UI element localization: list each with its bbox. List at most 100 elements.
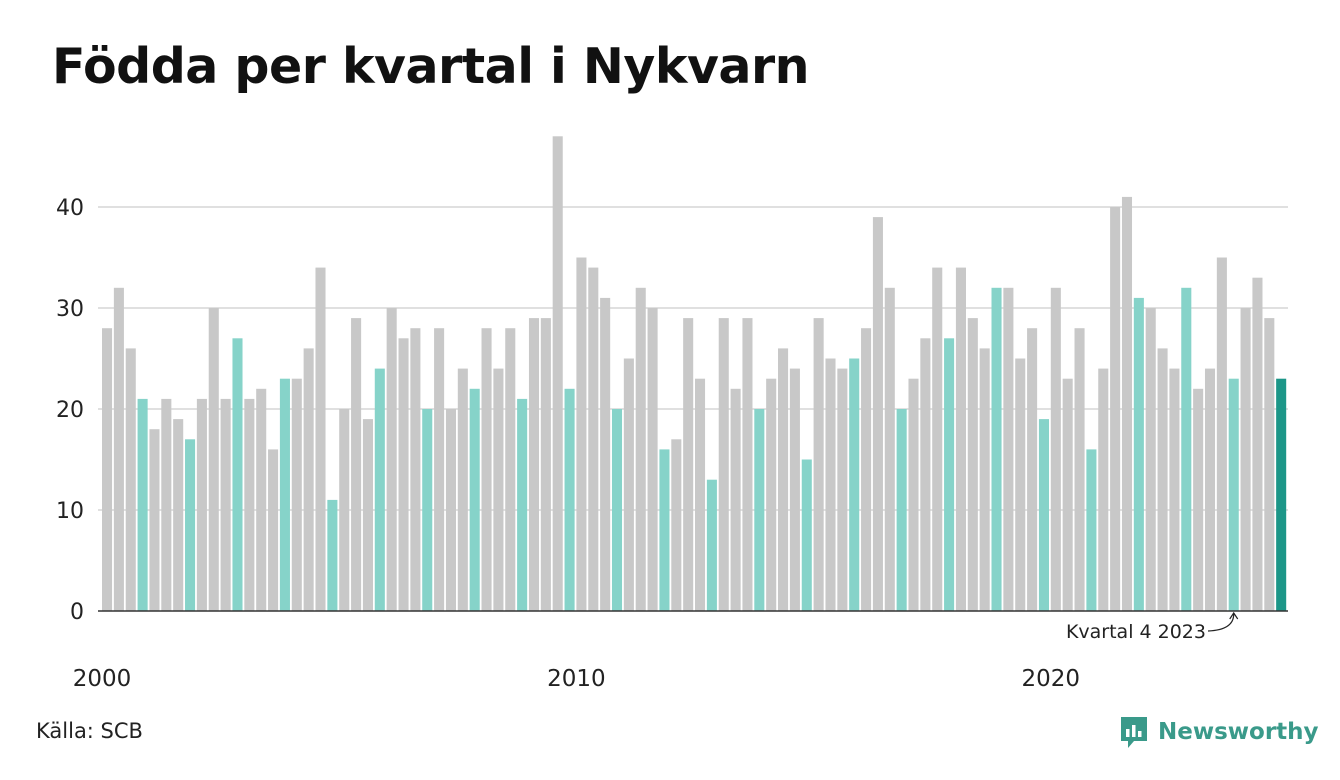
bar — [766, 378, 777, 611]
bar — [1110, 207, 1121, 611]
bar — [813, 318, 824, 611]
bar — [849, 358, 860, 611]
bar — [1015, 358, 1026, 611]
bar — [339, 409, 350, 611]
bar — [1264, 318, 1275, 611]
bar — [493, 368, 504, 611]
bar — [125, 348, 136, 611]
bar — [778, 348, 789, 611]
bar — [552, 136, 563, 612]
bar — [706, 479, 717, 611]
bar — [1193, 388, 1204, 611]
annotation-label: Kvartal 4 2023 — [1066, 621, 1206, 643]
bar — [481, 328, 492, 611]
bar — [611, 409, 623, 611]
brand-name: Newsworthy — [1158, 719, 1319, 745]
y-tick-label: 10 — [56, 499, 84, 524]
bar — [528, 318, 540, 611]
bar — [695, 378, 706, 611]
newsworthy-logo: Newsworthy — [1118, 714, 1319, 750]
bar — [837, 368, 848, 611]
bar — [137, 398, 148, 611]
bar — [564, 388, 575, 611]
bar — [955, 267, 966, 611]
bar — [1228, 378, 1239, 611]
bar — [1074, 328, 1085, 611]
bar — [872, 217, 883, 611]
bar — [884, 287, 895, 611]
bar — [1169, 368, 1180, 611]
bar — [351, 318, 362, 611]
y-axis-ticks: 0 10 20 30 40 — [56, 196, 84, 625]
bar — [505, 328, 516, 611]
bar — [196, 398, 207, 611]
bar — [374, 368, 385, 611]
bar — [1240, 308, 1251, 611]
bar — [991, 287, 1002, 611]
bar — [718, 318, 729, 611]
x-tick-label: 2010 — [547, 666, 606, 692]
bar — [1252, 277, 1263, 611]
bar — [635, 287, 646, 611]
bar — [979, 348, 990, 611]
bar — [967, 318, 978, 611]
bar — [362, 419, 373, 611]
bar — [291, 378, 302, 611]
bar — [742, 318, 753, 611]
bar — [256, 388, 267, 611]
bar — [908, 378, 919, 611]
bar — [173, 419, 184, 611]
bar — [315, 267, 326, 611]
bar — [149, 429, 160, 611]
annotation-arrow — [1207, 611, 1239, 632]
y-tick-label: 40 — [56, 196, 84, 221]
bar — [445, 409, 456, 611]
bar — [576, 257, 587, 611]
bar — [244, 398, 255, 611]
bar — [113, 287, 124, 611]
bar — [600, 297, 611, 611]
bar — [1133, 297, 1144, 611]
source-note: Källa: SCB — [36, 719, 143, 743]
x-axis-ticks: 2000 2010 2020 — [73, 666, 1080, 692]
x-tick-label: 2020 — [1022, 666, 1081, 692]
bar — [1276, 378, 1287, 611]
bar — [434, 328, 445, 611]
bar — [410, 328, 421, 611]
bar — [1181, 287, 1192, 611]
bar — [1050, 287, 1061, 611]
bar — [1216, 257, 1227, 611]
bar — [327, 499, 338, 611]
bars — [102, 136, 1287, 612]
bar — [161, 398, 172, 611]
bar — [469, 388, 480, 611]
chart-title: Födda per kvartal i Nykvarn — [52, 38, 810, 95]
bar — [730, 388, 741, 611]
bar — [932, 267, 943, 611]
bar — [1145, 308, 1156, 611]
bar — [825, 358, 836, 611]
bar — [659, 449, 670, 611]
bar — [789, 368, 800, 611]
bar — [208, 308, 219, 611]
bar — [1121, 196, 1133, 611]
bar — [671, 439, 682, 611]
bar — [540, 318, 551, 611]
bar — [517, 398, 528, 611]
bar — [398, 338, 409, 611]
bar — [1086, 449, 1097, 611]
bar — [422, 409, 433, 611]
x-tick-label: 2000 — [73, 666, 132, 692]
bar — [588, 267, 599, 611]
bar — [1098, 368, 1109, 611]
bar — [801, 459, 812, 611]
y-tick-label: 20 — [56, 398, 84, 423]
bar — [220, 398, 231, 611]
bar — [185, 439, 196, 611]
bar — [1157, 348, 1168, 611]
bar — [861, 328, 872, 611]
bar — [683, 318, 694, 611]
bar — [647, 308, 658, 611]
bar — [1204, 368, 1216, 611]
bar — [1062, 378, 1073, 611]
